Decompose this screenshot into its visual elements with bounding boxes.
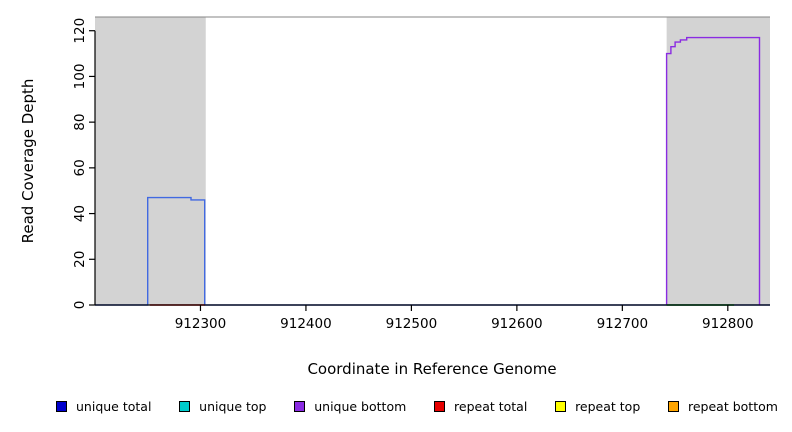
- coverage-chart: 912300 912400 912500 912600 912700 912800 0 20 4…: [72, 16, 770, 332]
- legend-swatch-unique-top: [179, 401, 191, 412]
- legend-label: unique bottom: [314, 399, 407, 414]
- legend-label: repeat total: [454, 399, 528, 414]
- x-tick-label: 912400: [280, 316, 332, 332]
- legend-item-repeat-bottom: repeat bottom: [668, 399, 778, 414]
- left-gray-region: [95, 17, 206, 305]
- y-tick-label: 100: [72, 64, 88, 90]
- x-axis-label: Coordinate in Reference Genome: [307, 360, 557, 378]
- legend-item-unique-top: unique top: [179, 399, 266, 414]
- series-unique-bottom: [665, 36, 761, 305]
- legend-item-unique-total: unique total: [56, 399, 151, 414]
- legend-label: repeat top: [575, 399, 641, 414]
- legend-swatch-unique-bottom: [294, 401, 306, 412]
- legend-item-repeat-total: repeat total: [434, 399, 527, 414]
- legend: unique total unique top unique bottom re…: [0, 399, 792, 414]
- legend-item-unique-bottom: unique bottom: [294, 399, 406, 414]
- x-tick-label: 912500: [386, 316, 438, 332]
- legend-swatch-unique-total: [56, 401, 67, 412]
- x-tick-label: 912300: [175, 316, 227, 332]
- legend-label: unique top: [199, 399, 267, 414]
- x-tick-label: 912600: [491, 316, 543, 332]
- x-tick-label: 912800: [702, 316, 754, 332]
- y-tick-label: 20: [72, 251, 88, 268]
- legend-label: repeat bottom: [688, 399, 778, 414]
- legend-swatch-repeat-bottom: [668, 401, 679, 412]
- y-tick-label: 120: [72, 18, 88, 44]
- right-gray-region: [666, 17, 770, 305]
- y-tick-label: 0: [72, 301, 88, 310]
- x-tick-label: 912700: [597, 316, 649, 332]
- y-tick-label: 80: [72, 114, 88, 131]
- legend-swatch-repeat-total: [434, 401, 446, 412]
- y-tick-label: 40: [72, 205, 88, 222]
- legend-swatch-repeat-top: [555, 401, 567, 412]
- y-tick-label: 60: [72, 159, 88, 176]
- legend-label: unique total: [76, 399, 152, 414]
- y-axis-label: Read Coverage Depth: [19, 78, 37, 244]
- legend-item-repeat-top: repeat top: [555, 399, 640, 414]
- series-unique-total: [95, 196, 770, 306]
